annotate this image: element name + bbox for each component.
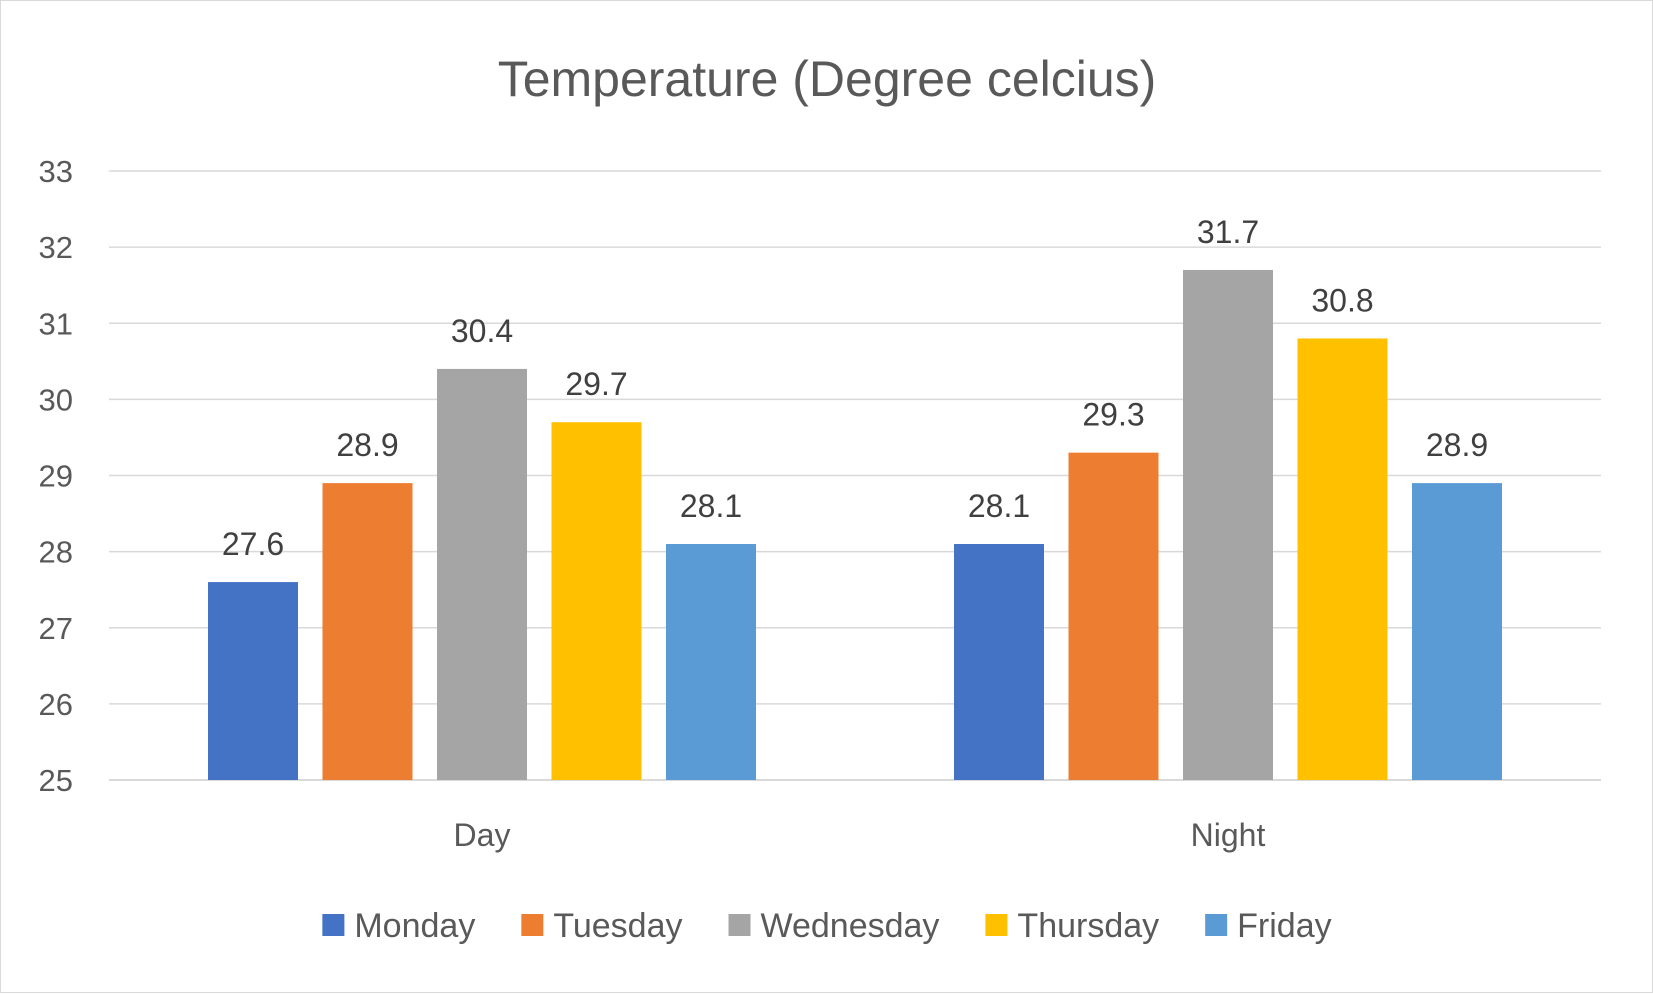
y-tick-label: 29 <box>39 459 73 494</box>
data-label: 28.1 <box>680 488 742 524</box>
legend-label: Thursday <box>1017 907 1159 945</box>
y-tick-label: 26 <box>39 687 73 722</box>
y-tick-label: 32 <box>39 230 73 265</box>
y-tick-label: 33 <box>39 154 73 189</box>
legend-swatch-thursday <box>985 914 1008 936</box>
legend-swatch-friday <box>1205 914 1228 936</box>
bar-friday-day <box>666 544 756 780</box>
data-labels: 27.6 28.9 30.4 29.7 28.1 28.1 29.3 31.7 30.8 28.9 <box>222 214 1488 562</box>
bars <box>208 269 1502 780</box>
bar-monday-day <box>208 582 298 780</box>
legend: Monday Tuesday Wednesday Thursday Friday <box>322 907 1332 945</box>
data-label: 29.3 <box>1082 397 1144 433</box>
bar-tuesday-night <box>1068 452 1159 780</box>
x-category-label: Night <box>1191 817 1266 853</box>
data-label: 28.9 <box>336 427 398 463</box>
legend-swatch-wednesday <box>728 914 751 936</box>
legend-label: Friday <box>1237 907 1331 945</box>
data-label: 30.8 <box>1311 282 1373 318</box>
bar-thursday-day <box>551 422 642 780</box>
y-axis-ticks: 25 26 27 28 29 30 31 32 33 <box>39 154 73 798</box>
bar-friday-night <box>1412 483 1502 780</box>
legend-label: Wednesday <box>760 907 939 945</box>
data-label: 28.9 <box>1426 427 1488 463</box>
data-label: 29.7 <box>565 366 627 402</box>
y-tick-label: 28 <box>39 535 73 570</box>
data-label: 30.4 <box>451 313 513 349</box>
y-tick-label: 31 <box>39 306 73 341</box>
data-label: 28.1 <box>968 488 1030 524</box>
data-label: 31.7 <box>1197 214 1259 250</box>
legend-label: Tuesday <box>553 907 682 945</box>
x-axis-categories: Day Night <box>454 817 1266 853</box>
bar-thursday-night <box>1297 338 1388 780</box>
data-label: 27.6 <box>222 526 284 562</box>
bar-monday-night <box>954 544 1044 780</box>
bar-tuesday-day <box>322 483 413 780</box>
legend-swatch-tuesday <box>521 914 544 936</box>
legend-label: Monday <box>354 907 475 945</box>
legend-swatch-monday <box>322 914 345 936</box>
chart-title: Temperature (Degree celcius) <box>498 51 1157 107</box>
bar-wednesday-night <box>1183 269 1273 780</box>
y-tick-label: 25 <box>39 763 73 798</box>
y-tick-label: 30 <box>39 382 73 417</box>
y-tick-label: 27 <box>39 611 73 646</box>
x-category-label: Day <box>454 817 511 853</box>
bar-wednesday-day <box>437 368 527 780</box>
